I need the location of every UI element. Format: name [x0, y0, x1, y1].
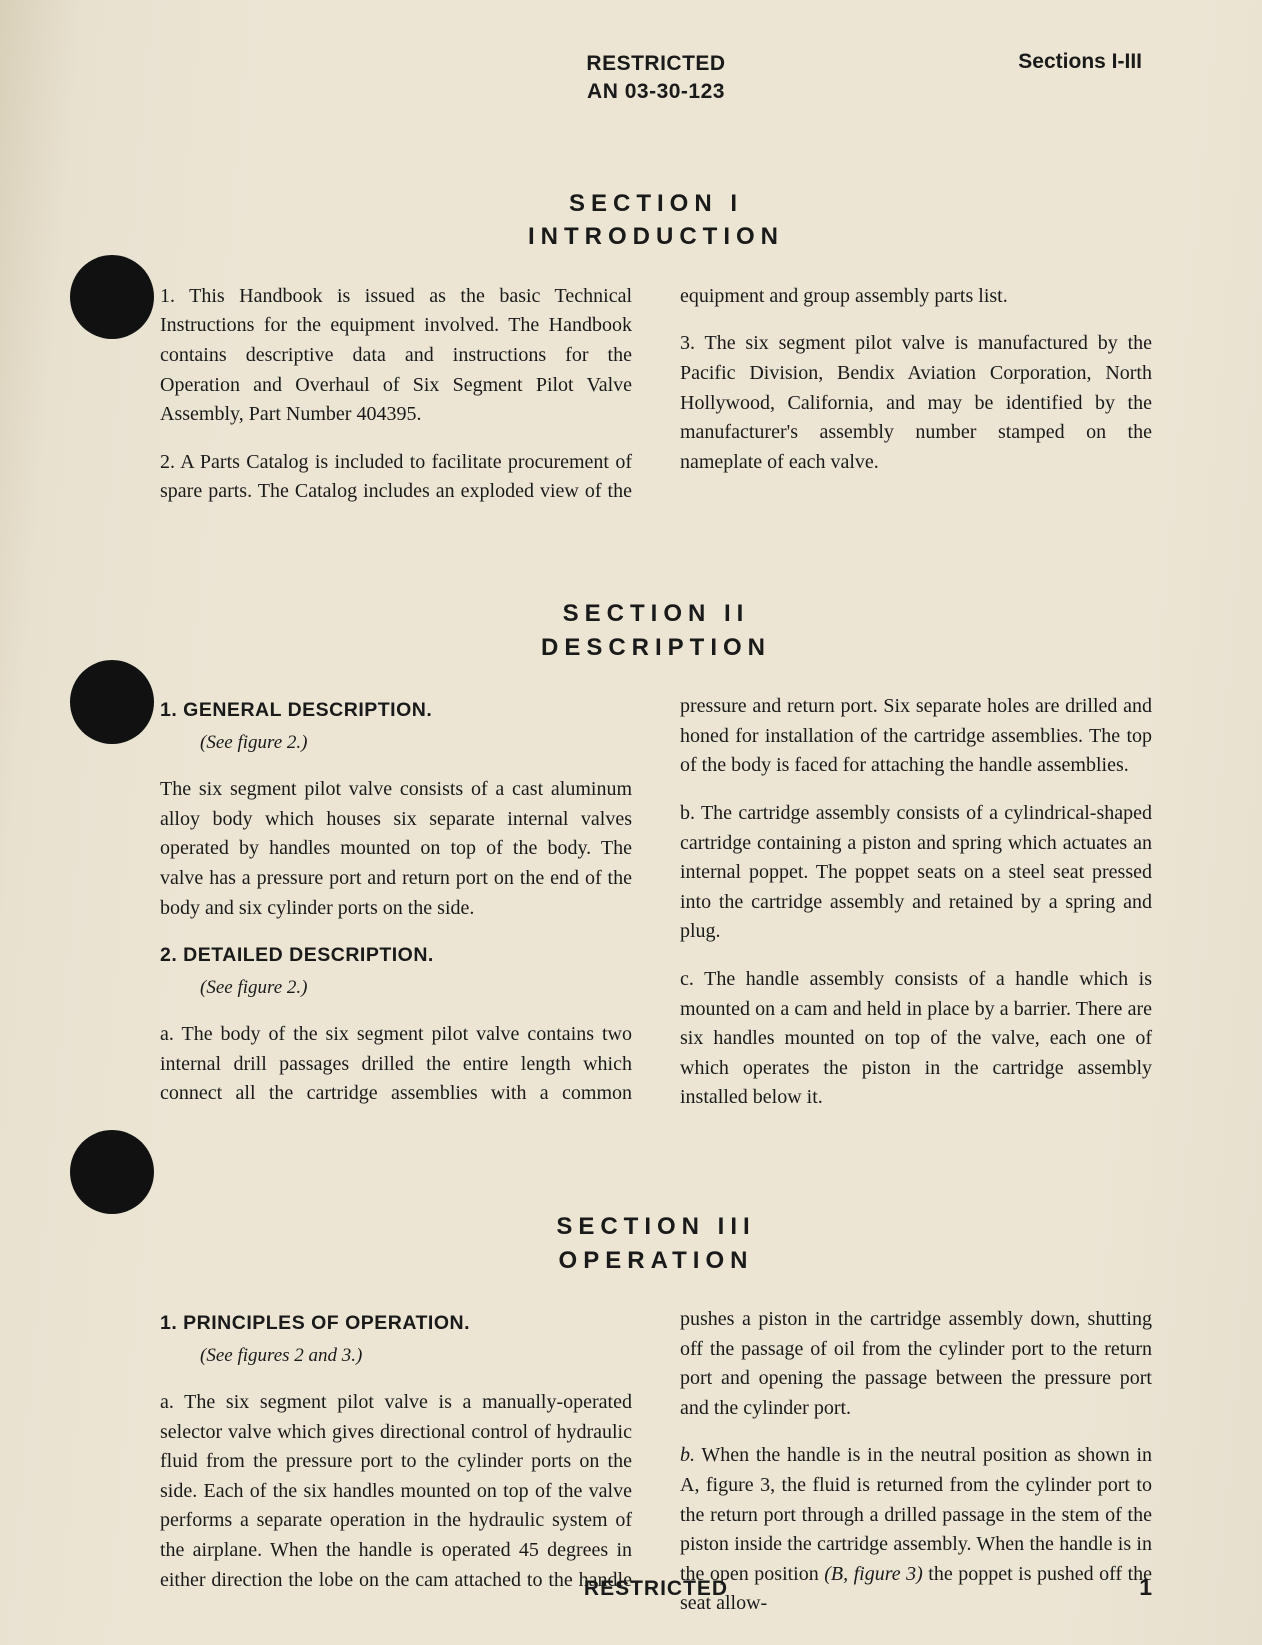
s1-p3: 3. The six segment pilot valve is manufa… — [680, 329, 1152, 477]
binder-hole-icon — [70, 255, 154, 339]
section-1-title-line2: INTRODUCTION — [160, 220, 1152, 254]
s3-fig1: (See figures 2 and 3.) — [200, 1342, 632, 1370]
section-1-title: SECTION I INTRODUCTION — [160, 187, 1152, 254]
sections-range: Sections I-III — [842, 50, 1142, 74]
section-2-body: 1. GENERAL DESCRIPTION. (See figure 2.) … — [160, 692, 1152, 1120]
section-3-title-line2: OPERATION — [160, 1244, 1152, 1278]
header-center: RESTRICTED AN 03-30-123 — [586, 50, 725, 107]
s2-p3: b. The cartridge assembly consists of a … — [680, 799, 1152, 947]
section-2-title-line1: SECTION II — [160, 597, 1152, 631]
binder-hole-icon — [70, 1130, 154, 1214]
section-1-body: 1. This Handbook is issued as the basic … — [160, 282, 1152, 507]
s2-p4: c. The handle assembly consists of a han… — [680, 965, 1152, 1113]
section-3-title: SECTION III OPERATION — [160, 1210, 1152, 1277]
section-2-title-line2: DESCRIPTION — [160, 631, 1152, 665]
s3-h1: 1. PRINCIPLES OF OPERATION. — [160, 1309, 632, 1338]
section-3-body: 1. PRINCIPLES OF OPERATION. (See figures… — [160, 1305, 1152, 1619]
s2-h1: 1. GENERAL DESCRIPTION. — [160, 696, 632, 725]
section-1-title-line1: SECTION I — [160, 187, 1152, 221]
section-3-title-line1: SECTION III — [160, 1210, 1152, 1244]
s2-fig2: (See figure 2.) — [200, 974, 632, 1002]
page: RESTRICTED AN 03-30-123 Sections I-III S… — [0, 0, 1262, 1645]
page-footer: RESTRICTED 1 — [160, 1574, 1152, 1601]
section-2-title: SECTION II DESCRIPTION — [160, 597, 1152, 664]
s1-p1: 1. This Handbook is issued as the basic … — [160, 282, 632, 430]
s2-fig1: (See figure 2.) — [200, 729, 632, 757]
classification-top: RESTRICTED — [586, 50, 725, 78]
page-header: RESTRICTED AN 03-30-123 Sections I-III — [160, 50, 1152, 107]
s2-p1: The six segment pilot valve consists of … — [160, 775, 632, 923]
s2-h2: 2. DETAILED DESCRIPTION. — [160, 941, 632, 970]
classification-bottom: RESTRICTED — [160, 1577, 1152, 1601]
doc-number: AN 03-30-123 — [586, 78, 725, 106]
binder-hole-icon — [70, 660, 154, 744]
